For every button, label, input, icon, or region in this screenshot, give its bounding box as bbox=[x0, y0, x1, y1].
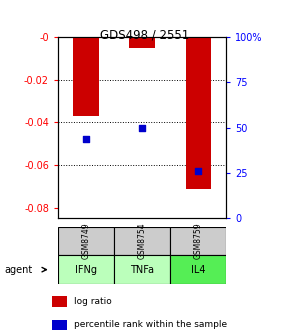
Bar bbox=[58, 255, 114, 284]
Point bbox=[140, 125, 144, 130]
Bar bbox=[114, 227, 170, 255]
Bar bbox=[52, 320, 67, 330]
Bar bbox=[130, 37, 155, 48]
Bar bbox=[58, 227, 114, 255]
Text: IL4: IL4 bbox=[191, 265, 205, 275]
Bar bbox=[170, 255, 226, 284]
Bar bbox=[186, 37, 211, 188]
Text: GSM8759: GSM8759 bbox=[194, 223, 203, 259]
Bar bbox=[114, 255, 170, 284]
Text: agent: agent bbox=[4, 265, 32, 275]
Text: IFNg: IFNg bbox=[75, 265, 97, 275]
Bar bbox=[170, 227, 226, 255]
Point bbox=[196, 169, 200, 174]
Text: GSM8749: GSM8749 bbox=[81, 223, 90, 259]
Text: GDS498 / 2551: GDS498 / 2551 bbox=[100, 29, 190, 42]
Text: TNFa: TNFa bbox=[130, 265, 154, 275]
Text: log ratio: log ratio bbox=[74, 297, 112, 306]
Text: percentile rank within the sample: percentile rank within the sample bbox=[74, 320, 228, 329]
Bar bbox=[73, 37, 99, 116]
Point bbox=[84, 136, 88, 141]
Text: GSM8754: GSM8754 bbox=[137, 223, 147, 259]
Bar bbox=[52, 296, 67, 307]
